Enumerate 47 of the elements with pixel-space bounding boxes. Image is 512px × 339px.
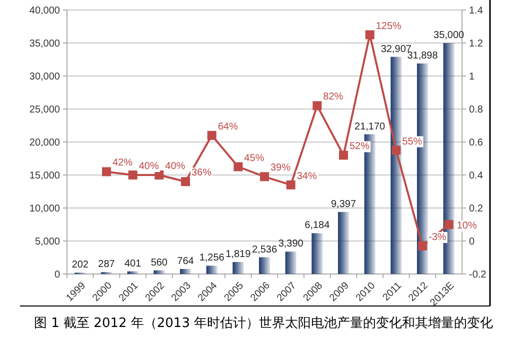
y2-tick-label: 0 [469,236,475,248]
data-label: 764 [177,256,194,267]
data-label: 34% [296,170,317,182]
y-tick-label: 40,000 [29,6,60,16]
y-tick-label: 0 [54,270,60,280]
data-label: 202 [72,260,89,271]
y2-tick-label: 1.4 [469,6,484,16]
data-label: 36% [192,168,212,179]
data-label: 52% [350,141,370,152]
data-label: 31,898 [407,50,438,62]
data-label: 10% [456,220,477,232]
data-label: 64% [218,121,238,132]
y-tick-label: 25,000 [29,104,60,116]
y2-tick-label: 1.2 [469,38,484,50]
y2-tick-label: 0.2 [469,204,484,214]
data-label: 82% [323,92,344,103]
data-label: 21,170 [354,121,386,132]
y2-tick-label: 1 [469,72,475,82]
data-label: 287 [98,259,116,270]
y2-tick-label: 0.4 [469,170,484,182]
data-label: -3% [428,232,446,243]
data-label: 2,536 [252,244,278,256]
data-label: 3,390 [278,238,304,250]
y2-tick-label: 0.6 [469,138,484,148]
y2-tick-label: -0.2 [469,270,487,280]
data-label: 9,397 [330,198,356,210]
data-label: 560 [150,257,168,268]
data-label: 40% [165,161,186,172]
y-tick-label: 35,000 [29,38,60,50]
data-label: 55% [402,136,422,148]
data-label: 35,000 [434,30,465,41]
data-label: 1,819 [226,248,252,260]
data-label: 40% [138,161,159,172]
y-tick-label: 20,000 [29,138,60,148]
y-tick-label: 5,000 [34,236,60,248]
caption: 图 1 截至 2012 年（2013 年时估计）世界太阳电池产量的变化和其增量的变化 [34,316,494,331]
data-label: 42% [112,158,133,169]
data-label: 401 [124,258,142,270]
y2-tick-label: 0.8 [469,104,484,116]
data-label: 125% [376,20,402,32]
data-label: 45% [244,152,264,164]
y-tick-label: 15,000 [29,170,60,182]
y-tick-label: 30,000 [29,72,60,82]
y-tick-label: 10,000 [29,204,60,214]
data-label: 1,256 [199,252,225,264]
data-label: 6,184 [304,220,330,232]
data-label: 39% [270,162,291,174]
